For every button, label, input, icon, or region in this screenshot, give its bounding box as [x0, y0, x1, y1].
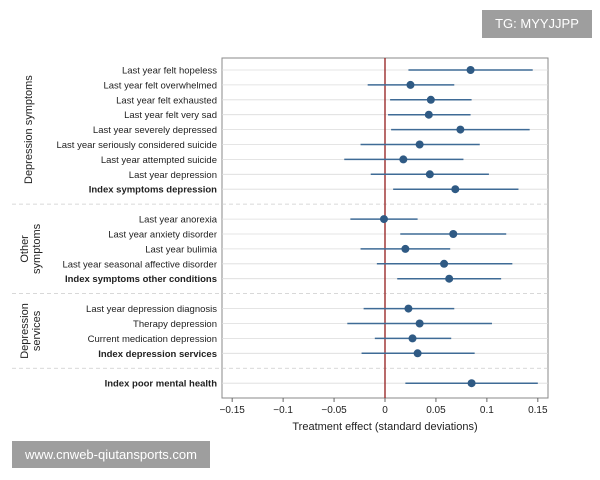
- row-label: Last year depression diagnosis: [86, 304, 217, 315]
- row-label: Last year felt exhausted: [116, 95, 217, 106]
- row-label: Last year anorexia: [139, 215, 218, 226]
- x-tick-label: −0.1: [273, 405, 293, 416]
- point-estimate: [415, 319, 424, 328]
- point-estimate: [451, 185, 460, 194]
- row-label: Therapy depression: [133, 319, 217, 330]
- row-label: Last year bulimia: [145, 244, 218, 255]
- row-label: Last year felt overwhelmed: [103, 80, 217, 91]
- row-label: Last year felt very sad: [124, 110, 217, 121]
- point-estimate: [466, 66, 475, 74]
- x-tick-label: −0.15: [220, 405, 246, 416]
- row-label: Last year anxiety disorder: [108, 230, 217, 241]
- row-label: Index poor mental health: [105, 379, 218, 390]
- watermark-bottom-badge: www.cnweb-qiutansports.com: [12, 441, 210, 468]
- point-estimate: [456, 125, 465, 134]
- row-label: Current medication depression: [88, 334, 217, 345]
- x-tick-label: 0.15: [528, 405, 548, 416]
- x-tick-label: −0.05: [321, 405, 347, 416]
- point-estimate: [445, 274, 454, 283]
- x-tick-label: 0.05: [426, 405, 446, 416]
- point-estimate: [401, 244, 410, 253]
- point-estimate: [408, 334, 417, 343]
- row-label: Last year felt hopeless: [122, 66, 217, 77]
- point-estimate: [413, 349, 422, 358]
- point-estimate: [449, 230, 458, 238]
- point-estimate: [426, 95, 435, 104]
- point-estimate: [379, 215, 388, 224]
- row-label: Index depression services: [98, 349, 217, 360]
- row-label: Last year seasonal affective disorder: [62, 259, 217, 270]
- row-label: Last year depression: [129, 170, 217, 181]
- point-estimate: [399, 155, 408, 164]
- point-estimate: [404, 304, 413, 313]
- point-estimate: [406, 80, 415, 89]
- row-label: Last year seriously considered suicide: [56, 140, 217, 151]
- group-label: Depression symptoms: [23, 75, 35, 184]
- point-estimate: [424, 110, 433, 119]
- point-estimate: [467, 379, 476, 388]
- x-axis-title: Treatment effect (standard deviations): [292, 421, 477, 433]
- row-label: Last year severely depressed: [93, 125, 217, 136]
- row-label: Index symptoms depression: [89, 185, 217, 196]
- watermark-top-badge: TG: MYYJJPP: [482, 10, 592, 38]
- group-label: Other: [19, 235, 31, 263]
- group-label: services: [31, 310, 43, 351]
- point-estimate: [415, 140, 424, 149]
- row-label: Last year attempted suicide: [101, 155, 217, 166]
- row-label: Index symptoms other conditions: [65, 274, 217, 285]
- x-tick-label: 0: [382, 405, 388, 416]
- group-label: Depression: [19, 303, 31, 359]
- point-estimate: [440, 259, 449, 268]
- point-estimate: [425, 170, 434, 179]
- group-label: symptoms: [31, 223, 43, 274]
- x-tick-label: 0.1: [480, 405, 494, 416]
